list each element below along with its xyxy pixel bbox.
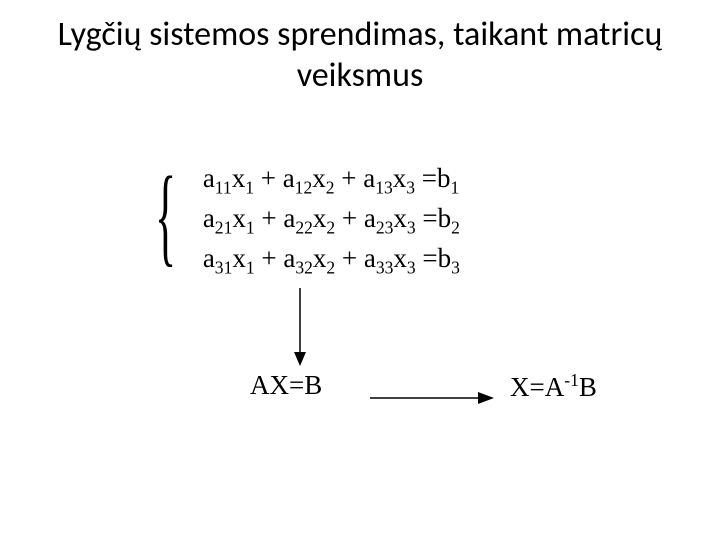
equation-row-2: a21x1 + a22x2 + a23x3 =b2	[203, 200, 460, 240]
equation-row-3: a31x1 + a32x2 + a33x3 =b3	[203, 240, 460, 280]
equation-system: { a11x1 + a12x2 + a13x3 =b1 a21x1 + a22x…	[155, 160, 460, 280]
matrix-solution-xab: X=A-1B	[510, 370, 597, 403]
matrix-equation-axb: AX=B	[250, 370, 322, 401]
equations-block: a11x1 + a12x2 + a13x3 =b1 a21x1 + a22x2 …	[203, 160, 460, 280]
arrow-right-icon	[370, 382, 500, 413]
arrow-down-icon	[290, 288, 310, 373]
left-brace: {	[155, 171, 176, 259]
page-title: Lygčių sistemos sprendimas, taikant matr…	[30, 15, 690, 97]
equation-row-1: a11x1 + a12x2 + a13x3 =b1	[203, 160, 460, 200]
